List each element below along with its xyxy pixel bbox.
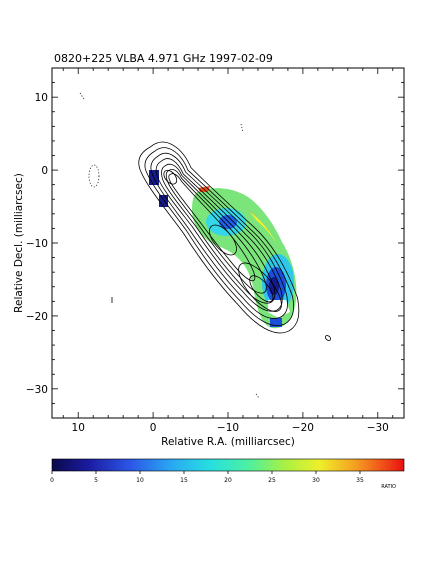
ratio-image-yellow-band bbox=[250, 212, 278, 246]
dotted-contour-left bbox=[88, 164, 100, 188]
small-contours bbox=[111, 297, 332, 341]
contour-level-3 bbox=[150, 152, 288, 319]
x-tick-label: −20 bbox=[292, 422, 314, 434]
dotted-contour-bottom bbox=[255, 393, 260, 399]
colorbar bbox=[51, 458, 405, 472]
contours bbox=[138, 141, 300, 334]
y-axis-label: Relative Decl. (milliarcsec) bbox=[13, 173, 25, 313]
contour-knot-lower bbox=[238, 262, 282, 312]
contour-level-7 bbox=[168, 173, 256, 282]
plot-area bbox=[79, 92, 332, 399]
colorbar-tick-label: 0 bbox=[50, 477, 54, 484]
y-tick-label: −10 bbox=[26, 238, 48, 250]
colorbar-tick-label: 30 bbox=[312, 477, 320, 484]
contour-knot-lower-inner bbox=[249, 275, 274, 303]
colorbar-tick-label: 15 bbox=[180, 477, 188, 484]
contour-level-5 bbox=[161, 163, 276, 304]
colorbar-tick-label: 10 bbox=[136, 477, 144, 484]
colorbar-tick-label: 25 bbox=[268, 477, 276, 484]
contour-knot-mid bbox=[209, 224, 237, 256]
colorbar-tick-label: 5 bbox=[94, 477, 98, 484]
ratio-image-blue-spot-2 bbox=[159, 195, 168, 207]
y-tick-label: 10 bbox=[35, 92, 48, 104]
colorbar-label: RATIO bbox=[381, 484, 396, 490]
x-axis-label: Relative R.A. (milliarcsec) bbox=[161, 436, 295, 448]
plot-title: 0820+225 VLBA 4.971 GHz 1997-02-09 bbox=[54, 52, 273, 65]
dotted-contour-top bbox=[240, 123, 244, 133]
ratio-image-blue-spot-3 bbox=[270, 318, 282, 327]
y-tick-label: −20 bbox=[26, 311, 48, 323]
x-tick-label: −30 bbox=[367, 422, 389, 434]
colorbar-tick-label: 20 bbox=[224, 477, 232, 484]
x-tick-label: 10 bbox=[72, 422, 85, 434]
colorbar-ticks: 0 5 10 15 20 25 30 35 bbox=[50, 471, 364, 484]
y-tick-label: −30 bbox=[26, 384, 48, 396]
contour-level-6 bbox=[165, 169, 267, 294]
y-axis: 10 0 −10 −20 −30 bbox=[26, 82, 404, 404]
negative-contours bbox=[79, 92, 260, 399]
colorbar-tick-label: 35 bbox=[356, 477, 364, 484]
contour-level-2 bbox=[144, 147, 294, 326]
x-tick-label: −10 bbox=[217, 422, 239, 434]
x-tick-label: 0 bbox=[150, 422, 157, 434]
y-tick-label: 0 bbox=[41, 165, 48, 177]
small-contour-right bbox=[324, 335, 332, 341]
contour-level-1 bbox=[138, 141, 300, 334]
x-axis: 10 0 −10 −20 −30 bbox=[62, 68, 394, 434]
contour-level-4 bbox=[155, 158, 283, 312]
ratio-image bbox=[149, 170, 297, 329]
dotted-contour-topleft bbox=[79, 92, 85, 100]
contour-core-inner bbox=[163, 169, 178, 185]
